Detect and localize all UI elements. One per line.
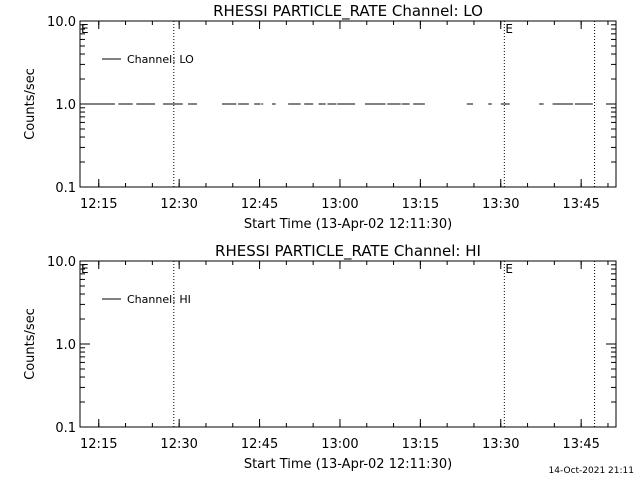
x-tick-label: 13:45	[562, 197, 599, 212]
x-tick-label: 12:30	[160, 197, 197, 212]
chart-title: RHESSI PARTICLE_RATE Channel: HI	[215, 242, 481, 261]
y-tick-label: 10.0	[47, 255, 76, 270]
x-tick-label: 13:00	[321, 197, 358, 212]
y-tick-label: 0.1	[55, 181, 76, 196]
y-axis-label: Counts/sec	[23, 308, 38, 380]
x-tick-label: 12:30	[160, 437, 197, 452]
x-tick-label: 13:15	[402, 437, 439, 452]
event-marker-label: E	[81, 22, 89, 36]
footer-timestamp: 14-Oct-2021 21:11	[548, 466, 634, 476]
x-tick-label: 13:15	[402, 197, 439, 212]
legend-label: Channel: HI	[127, 293, 191, 306]
y-tick-label: 0.1	[55, 421, 76, 436]
x-tick-label: 13:45	[562, 437, 599, 452]
y-tick-label: 10.0	[47, 15, 76, 30]
legend-label: Channel: LO	[127, 53, 194, 66]
event-marker-label: E	[505, 262, 513, 276]
y-axis-label: Counts/sec	[23, 68, 38, 140]
x-tick-label: 12:45	[241, 197, 278, 212]
x-tick-label: 13:30	[482, 197, 519, 212]
x-tick-label: 12:45	[241, 437, 278, 452]
x-tick-label: 13:30	[482, 437, 519, 452]
x-tick-label: 12:15	[80, 197, 117, 212]
x-tick-label: 13:00	[321, 437, 358, 452]
x-axis-label: Start Time (13-Apr-02 12:11:30)	[244, 457, 452, 472]
y-tick-label: 1.0	[55, 338, 76, 353]
x-tick-label: 12:15	[80, 437, 117, 452]
chart-title: RHESSI PARTICLE_RATE Channel: LO	[213, 2, 483, 21]
x-axis-label: Start Time (13-Apr-02 12:11:30)	[244, 217, 452, 232]
y-tick-label: 1.0	[55, 98, 76, 113]
plot-frame	[79, 260, 617, 428]
event-marker-label: E	[505, 22, 513, 36]
event-marker-label: E	[81, 262, 89, 276]
